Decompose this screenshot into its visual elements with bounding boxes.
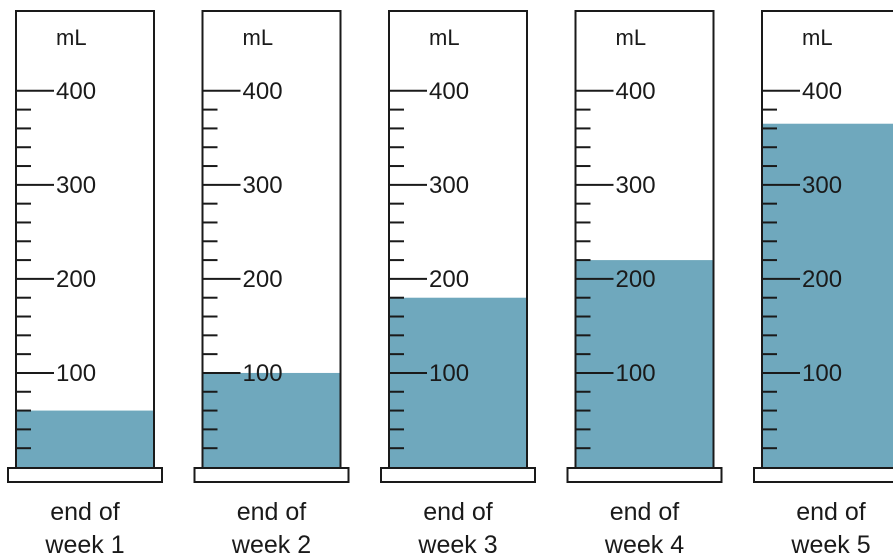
tick-label-400: 400 <box>802 78 842 105</box>
tick-label-400: 400 <box>616 78 656 105</box>
caption-line-2: week 3 <box>417 531 497 559</box>
tick-label-400: 400 <box>243 78 283 105</box>
tick-label-100: 100 <box>802 360 842 387</box>
water-level <box>390 297 526 468</box>
tick-label-400: 400 <box>429 78 469 105</box>
water-level <box>576 260 713 468</box>
tick-label-200: 200 <box>616 266 656 293</box>
water-level <box>203 372 340 468</box>
caption-line-2: week 4 <box>604 531 684 559</box>
cylinder-1: 100 200 300 400 mL end of week 1 <box>7 10 163 559</box>
unit-label: mL <box>56 25 87 50</box>
tick-label-200: 200 <box>56 266 96 293</box>
tick-label-200: 200 <box>429 266 469 293</box>
tick-label-100: 100 <box>56 360 96 387</box>
tick-label-200: 200 <box>243 266 283 293</box>
water-level <box>17 410 153 468</box>
tick-label-300: 300 <box>616 172 656 199</box>
cylinder-4: 100 200 300 400 mL end of week 4 <box>566 10 723 559</box>
tick-label-300: 300 <box>56 172 96 199</box>
water-level <box>763 123 893 468</box>
caption-line-1: end of <box>610 498 680 526</box>
tick-label-300: 300 <box>243 172 283 199</box>
cylinder-base <box>380 467 536 483</box>
cylinder-base <box>7 467 163 483</box>
caption-line-1: end of <box>423 498 493 526</box>
cylinder-2: 100 200 300 400 mL end of week 2 <box>193 10 350 559</box>
caption-line-1: end of <box>796 498 866 526</box>
cylinder-base <box>753 467 893 483</box>
caption-line-2: week 5 <box>790 531 870 559</box>
tick-label-100: 100 <box>616 360 656 387</box>
cylinder-base <box>193 467 350 483</box>
tick-label-300: 300 <box>429 172 469 199</box>
caption-line-1: end of <box>237 498 307 526</box>
cylinder-base <box>566 467 723 483</box>
cylinder-5: 100 200 300 400 mL end of week 5 <box>753 10 893 559</box>
unit-label: mL <box>243 25 274 50</box>
caption-line-2: week 1 <box>44 531 124 559</box>
cylinder-body <box>15 10 155 469</box>
unit-label: mL <box>802 25 833 50</box>
tick-label-200: 200 <box>802 266 842 293</box>
tick-label-100: 100 <box>243 360 283 387</box>
unit-label: mL <box>429 25 460 50</box>
caption-line-1: end of <box>50 498 120 526</box>
tick-label-100: 100 <box>429 360 469 387</box>
tick-label-400: 400 <box>56 78 96 105</box>
unit-label: mL <box>616 25 647 50</box>
tick-label-300: 300 <box>802 172 842 199</box>
caption-line-2: week 2 <box>231 531 311 559</box>
cylinder-3: 100 200 300 400 mL end of week 3 <box>380 10 536 559</box>
